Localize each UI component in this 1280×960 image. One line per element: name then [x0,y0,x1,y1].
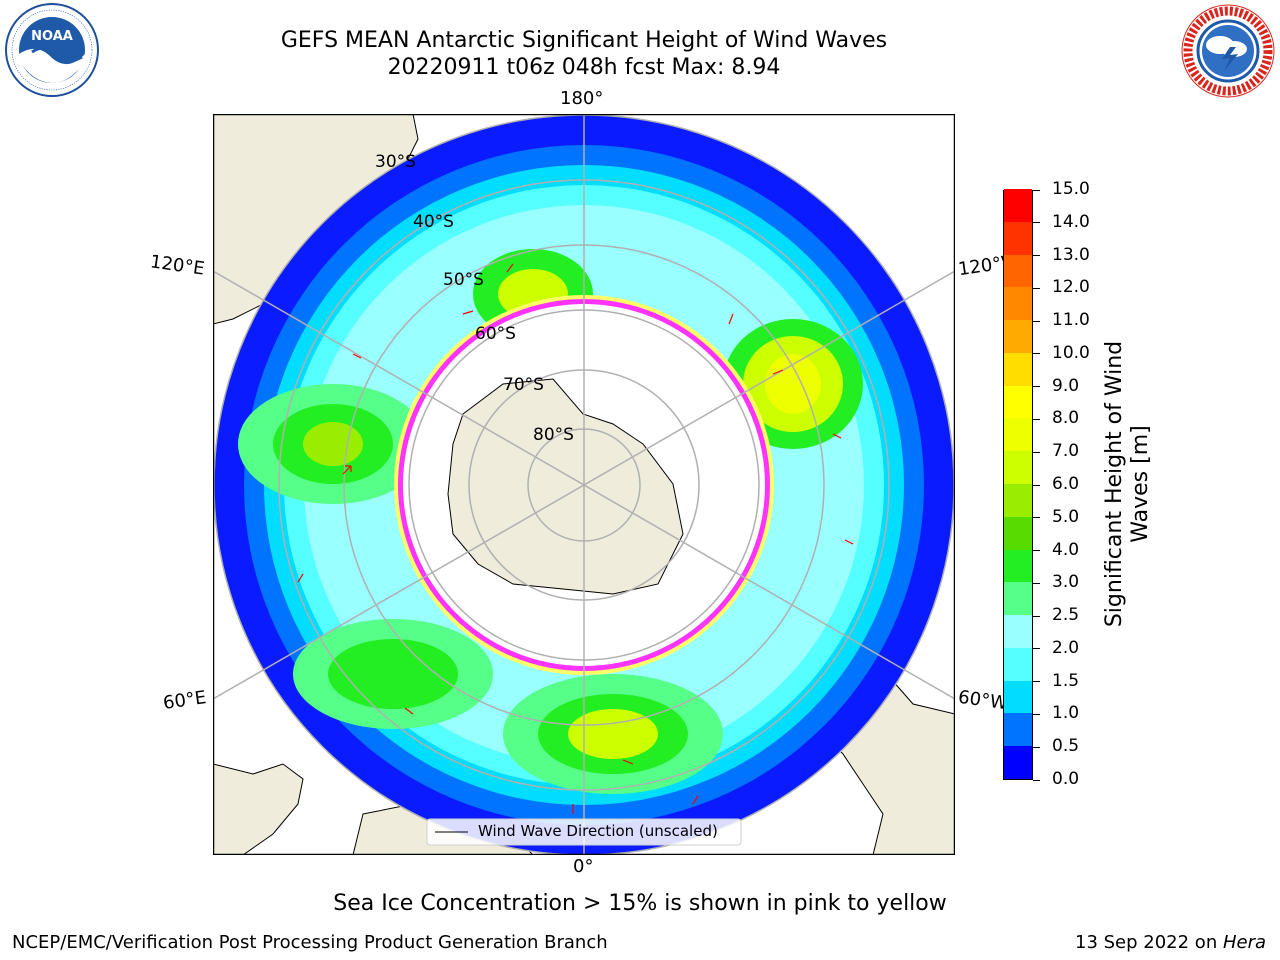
colorbar-tick-label: 2.5 [1052,605,1080,626]
colorbar-tick-label: 1.5 [1052,670,1080,691]
colorbar-tick-label: 2.0 [1052,637,1080,658]
colorbar-segment [1004,516,1032,550]
colorbar-tick-mark [1033,320,1040,322]
colorbar-segment [1004,615,1032,648]
colorbar-tick-label: 1.0 [1052,703,1080,724]
colorbar-segment [1004,451,1032,484]
colorbar-tick-label: 10.0 [1052,342,1090,363]
colorbar-tick-label: 0.0 [1052,769,1080,789]
polar-map [212,113,956,856]
colorbar-tick-mark [1033,451,1040,453]
colorbar-tick-label: 5.0 [1052,506,1080,527]
lon-label-60w: 60°W [956,686,1009,715]
footer-host: Hera [1222,932,1266,953]
colorbar-segment [1004,320,1032,353]
colorbar-tick-mark [1033,681,1040,683]
colorbar-tick-mark [1033,615,1040,617]
lat-label-80s: 80°S [533,425,574,445]
lat-label-50s: 50°S [443,270,484,290]
nws-logo [1178,3,1278,103]
colorbar-tick-label: 15.0 [1052,179,1090,199]
colorbar-tick-mark [1033,746,1040,748]
colorbar-tick-mark [1033,386,1040,388]
lon-label-0: 0° [573,856,594,877]
lat-label-40s: 40°S [413,212,454,232]
colorbar [1003,189,1033,780]
colorbar-tick-label: 0.5 [1052,736,1080,757]
colorbar-tick-label: 4.0 [1052,539,1080,560]
colorbar-tick-mark [1033,255,1040,257]
wind-arrows [297,263,854,814]
colorbar-tick-label: 14.0 [1052,211,1090,232]
colorbar-tick-mark [1033,648,1040,650]
colorbar-tick-mark [1033,550,1040,552]
colorbar-tick-mark [1033,713,1040,715]
noaa-logo-text: NOAA [31,29,73,44]
colorbar-tick-label: 7.0 [1052,441,1080,462]
colorbar-segment [1004,189,1032,222]
colorbar-segment [1004,549,1032,583]
colorbar-tick-mark [1033,582,1040,584]
colorbar-tick-label: 11.0 [1052,310,1090,331]
colorbar-tick-label: 8.0 [1052,408,1080,429]
colorbar-tick-label: 13.0 [1052,244,1090,265]
lon-label-180: 180° [560,88,604,109]
antarctica-land [447,378,684,595]
colorbar-segment [1004,680,1032,714]
lat-label-30s: 30°S [375,152,416,172]
colorbar-segment [1004,221,1032,255]
colorbar-label: Significant Height of Wind Waves [m] [1102,340,1153,628]
lon-label-60e: 60°E [161,687,208,714]
colorbar-tick-label: 12.0 [1052,277,1090,298]
colorbar-tick-mark [1033,189,1040,191]
colorbar-segment [1004,647,1032,681]
colorbar-tick-mark [1033,517,1040,519]
colorbar-segment [1004,713,1032,747]
colorbar-segment [1004,287,1032,321]
footer-branch: NCEP/EMC/Verification Post Processing Pr… [12,932,608,953]
colorbar-segment [1004,418,1032,452]
lon-label-120e: 120°E [148,251,206,280]
title-line-1: GEFS MEAN Antarctic Significant Height o… [280,28,888,53]
colorbar-tick-label: 9.0 [1052,375,1080,396]
colorbar-segment [1004,484,1032,517]
footer-date-host: 13 Sep 2022 on Hera [1075,932,1266,953]
colorbar-tick-mark [1033,418,1040,420]
colorbar-tick-mark [1033,484,1040,486]
colorbar-segment [1004,254,1032,288]
colorbar-segment [1004,746,1032,779]
lat-label-60s: 60°S [475,324,516,344]
sea-ice-note: Sea Ice Concentration > 15% is shown in … [333,891,947,916]
wind-wave-legend-label: Wind Wave Direction (unscaled) [478,822,718,840]
colorbar-segment [1004,385,1032,419]
noaa-logo: NOAA [2,2,102,102]
colorbar-tick-mark [1033,779,1040,781]
africa-land [213,763,304,855]
colorbar-tick-mark [1033,222,1040,224]
colorbar-tick-mark [1033,287,1040,289]
colorbar-tick-label: 3.0 [1052,572,1080,593]
lat-label-70s: 70°S [503,375,544,395]
footer-date: 13 Sep 2022 on [1075,932,1223,953]
colorbar-tick-label: 6.0 [1052,474,1080,494]
colorbar-segment [1004,582,1032,616]
colorbar-tick-mark [1033,353,1040,355]
title-line-2: 20220911 t06z 048h fcst Max: 8.94 [387,55,781,80]
wind-wave-legend [426,818,742,846]
colorbar-segment [1004,352,1032,386]
map-panel: 30°S 40°S 50°S 60°S 70°S 80°S Wind Wave … [212,113,956,856]
